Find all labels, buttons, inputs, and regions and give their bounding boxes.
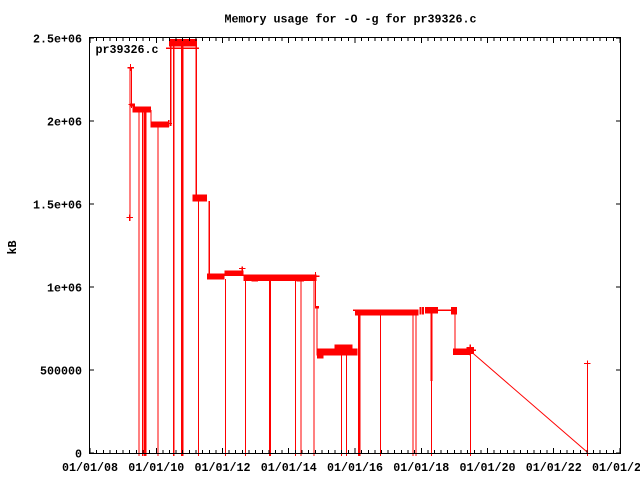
- svg-text:pr39326.c: pr39326.c: [96, 43, 159, 57]
- svg-text:01/01/20: 01/01/20: [460, 461, 516, 475]
- svg-text:01/01/18: 01/01/18: [393, 461, 449, 475]
- svg-text:2e+06: 2e+06: [47, 115, 82, 129]
- svg-text:0: 0: [75, 447, 82, 461]
- svg-text:01/01/08: 01/01/08: [62, 461, 118, 475]
- svg-text:500000: 500000: [40, 364, 82, 378]
- svg-text:01/01/14: 01/01/14: [261, 461, 317, 475]
- svg-text:01/01/16: 01/01/16: [327, 461, 383, 475]
- svg-text:01/01/24: 01/01/24: [592, 461, 640, 475]
- svg-text:01/01/10: 01/01/10: [128, 461, 184, 475]
- svg-text:Memory usage for -O -g for pr3: Memory usage for -O -g for pr39326.c: [225, 13, 477, 27]
- svg-text:01/01/22: 01/01/22: [526, 461, 582, 475]
- svg-text:01/01/12: 01/01/12: [195, 461, 251, 475]
- svg-text:kB: kB: [6, 241, 20, 255]
- svg-text:1e+06: 1e+06: [47, 281, 82, 295]
- svg-text:2.5e+06: 2.5e+06: [33, 32, 82, 46]
- svg-text:1.5e+06: 1.5e+06: [33, 198, 82, 212]
